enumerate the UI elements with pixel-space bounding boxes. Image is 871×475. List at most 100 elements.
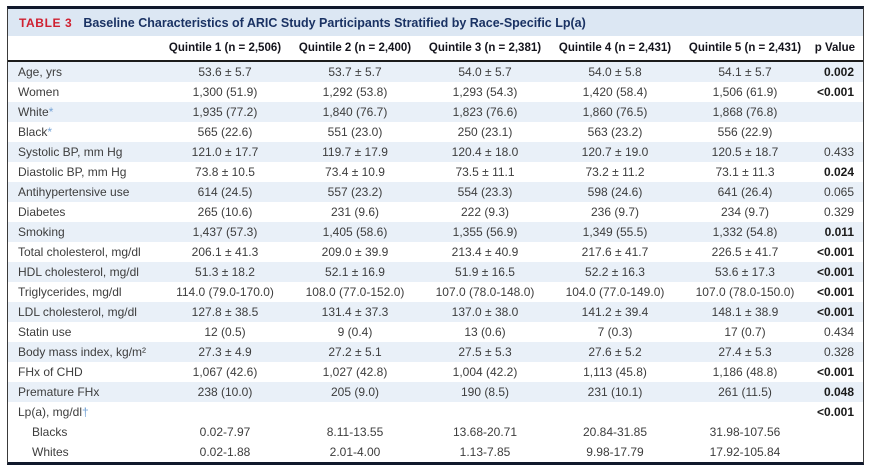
cell-q3: 13 (0.6) [464, 325, 506, 339]
row-label-text: Women [18, 85, 60, 99]
cell-q3: 120.4 ± 18.0 [451, 145, 519, 159]
cell-q2: 27.2 ± 5.1 [328, 345, 382, 359]
row-label: Lp(a), mg/dl† [8, 402, 160, 422]
cell-q1: 1,300 (51.9) [192, 85, 258, 99]
cell-q2: 52.1 ± 16.9 [325, 265, 385, 279]
cell-p-value [810, 442, 863, 462]
row-label: HDL cholesterol, mg/dl [8, 262, 160, 282]
cell-q1: 73.8 ± 10.5 [195, 165, 255, 179]
cell-q2: 1,840 (76.7) [322, 105, 388, 119]
cell-q5: 556 (22.9) [717, 125, 773, 139]
cell-q4: 104.0 (77.0-149.0) [565, 285, 665, 299]
cell-q5: 107.0 (78.0-150.0) [695, 285, 795, 299]
cell-q3: 107.0 (78.0-148.0) [435, 285, 535, 299]
cell-p-value: 0.002 [823, 65, 854, 79]
table-row: Diabetes 265 (10.6) 231 (9.6) 222 (9.3) … [8, 202, 863, 222]
row-label-text: Age, yrs [18, 65, 63, 79]
table-row: Total cholesterol, mg/dl 206.1 ± 41.3 20… [8, 242, 863, 262]
cell-q5: 17 (0.7) [724, 325, 766, 339]
cell-q2: 108.0 (77.0-152.0) [305, 285, 405, 299]
header-quintile-2: Quintile 2 (n = 2,400) [290, 36, 420, 62]
cell-q1: 265 (10.6) [197, 205, 253, 219]
header-empty-cell [8, 36, 160, 62]
cell-q1: 114.0 (79.0-170.0) [176, 285, 274, 299]
row-label-text: FHx of CHD [18, 365, 83, 379]
cell-p-value: 0.328 [823, 345, 854, 359]
table-row: LDL cholesterol, mg/dl 127.8 ± 38.5 131.… [8, 302, 863, 322]
cell-q5: 234 (9.7) [720, 205, 770, 219]
cell-q5: 1,332 (54.8) [712, 225, 778, 239]
cell-q4: 217.6 ± 41.7 [581, 245, 649, 259]
cell-q1: 53.6 ± 5.7 [198, 65, 252, 79]
row-label: Total cholesterol, mg/dl [8, 242, 160, 262]
cell-q4: 54.0 ± 5.8 [588, 65, 642, 79]
cell-p-value: 0.433 [823, 145, 854, 159]
cell-q5: 17.92-105.84 [709, 445, 781, 459]
table-row: Antihypertensive use 614 (24.5) 557 (23.… [8, 182, 863, 202]
footnote-marker: * [48, 105, 54, 119]
cell-q3: 73.5 ± 11.1 [455, 165, 515, 179]
table-row: Statin use 12 (0.5) 9 (0.4) 13 (0.6) 7 (… [8, 322, 863, 342]
cell-q3: 54.0 ± 5.7 [458, 65, 512, 79]
cell-q4: 27.6 ± 5.2 [588, 345, 642, 359]
cell-p-value [810, 122, 863, 142]
cell-q3: 1,004 (42.2) [452, 365, 518, 379]
baseline-characteristics-table: TABLE 3 Baseline Characteristics of ARIC… [7, 6, 864, 465]
table-row: Black* 565 (22.6) 551 (23.0) 250 (23.1) … [8, 122, 863, 142]
cell-p-value: <0.001 [816, 85, 854, 99]
cell-p-value: <0.001 [816, 305, 854, 319]
cell-q2: 205 (9.0) [330, 385, 380, 399]
cell-q4: 598 (24.6) [587, 185, 643, 199]
data-table: Quintile 1 (n = 2,506) Quintile 2 (n = 2… [8, 36, 863, 462]
cell-q2: 551 (23.0) [327, 125, 383, 139]
row-label: FHx of CHD [8, 362, 160, 382]
table-row: Lp(a), mg/dl† <0.001 [8, 402, 863, 422]
cell-q3: 27.5 ± 5.3 [458, 345, 512, 359]
row-label: Women [8, 82, 160, 102]
row-label: Smoking [8, 222, 160, 242]
cell-q4: 1,420 (58.4) [582, 85, 648, 99]
cell-q1: 238 (10.0) [197, 385, 253, 399]
table-row: Diastolic BP, mm Hg 73.8 ± 10.5 73.4 ± 1… [8, 162, 863, 182]
cell-q5: 54.1 ± 5.7 [718, 65, 772, 79]
row-label: Statin use [8, 322, 160, 342]
cell-p-value [810, 422, 863, 442]
table-row: FHx of CHD 1,067 (42.6) 1,027 (42.8) 1,0… [8, 362, 863, 382]
row-label: Whites [8, 442, 160, 462]
row-label: Premature FHx [8, 382, 160, 402]
cell-q2: 131.4 ± 37.3 [321, 305, 389, 319]
table-title: Baseline Characteristics of ARIC Study P… [83, 15, 586, 30]
header-quintile-3: Quintile 3 (n = 2,381) [420, 36, 550, 62]
cell-q4: 563 (23.2) [587, 125, 643, 139]
row-label: Diabetes [8, 202, 160, 222]
row-label-text: Diabetes [18, 205, 66, 219]
cell-q5: 120.5 ± 18.7 [711, 145, 779, 159]
cell-q4: 1,113 (45.8) [583, 365, 647, 379]
header-quintile-5: Quintile 5 (n = 2,431) [680, 36, 810, 62]
table-row: Whites 0.02-1.88 2.01-4.00 1.13-7.85 9.9… [8, 442, 863, 462]
cell-p-value: 0.329 [823, 205, 854, 219]
row-label: Diastolic BP, mm Hg [8, 162, 160, 182]
cell-p-value: 0.011 [824, 225, 854, 239]
cell-q5: 641 (26.4) [717, 185, 773, 199]
table-row: Age, yrs 53.6 ± 5.7 53.7 ± 5.7 54.0 ± 5.… [8, 61, 863, 82]
cell-q1: 614 (24.5) [197, 185, 253, 199]
cell-q1: 51.3 ± 18.2 [195, 265, 255, 279]
cell-q3: 1.13-7.85 [459, 445, 511, 459]
cell-q5: 1,186 (48.8) [712, 365, 778, 379]
table-row: HDL cholesterol, mg/dl 51.3 ± 18.2 52.1 … [8, 262, 863, 282]
cell-q1: 127.8 ± 38.5 [191, 305, 259, 319]
cell-q4: 73.2 ± 11.2 [585, 165, 645, 179]
row-label-text: Black [18, 125, 48, 139]
row-label-text: Premature FHx [18, 385, 100, 399]
cell-q2: 2.01-4.00 [329, 445, 381, 459]
cell-q3: 213.4 ± 40.9 [451, 245, 519, 259]
cell-p-value: 0.434 [823, 325, 854, 339]
cell-q5: 261 (11.5) [718, 385, 772, 399]
row-label-text: Diastolic BP, mm Hg [18, 165, 127, 179]
cell-q2: 209.0 ± 39.9 [321, 245, 389, 259]
cell-q4: 52.2 ± 16.3 [585, 265, 645, 279]
cell-q1: 1,067 (42.6) [192, 365, 258, 379]
footnote-marker: * [47, 125, 53, 139]
cell-q5: 1,868 (76.8) [712, 105, 778, 119]
